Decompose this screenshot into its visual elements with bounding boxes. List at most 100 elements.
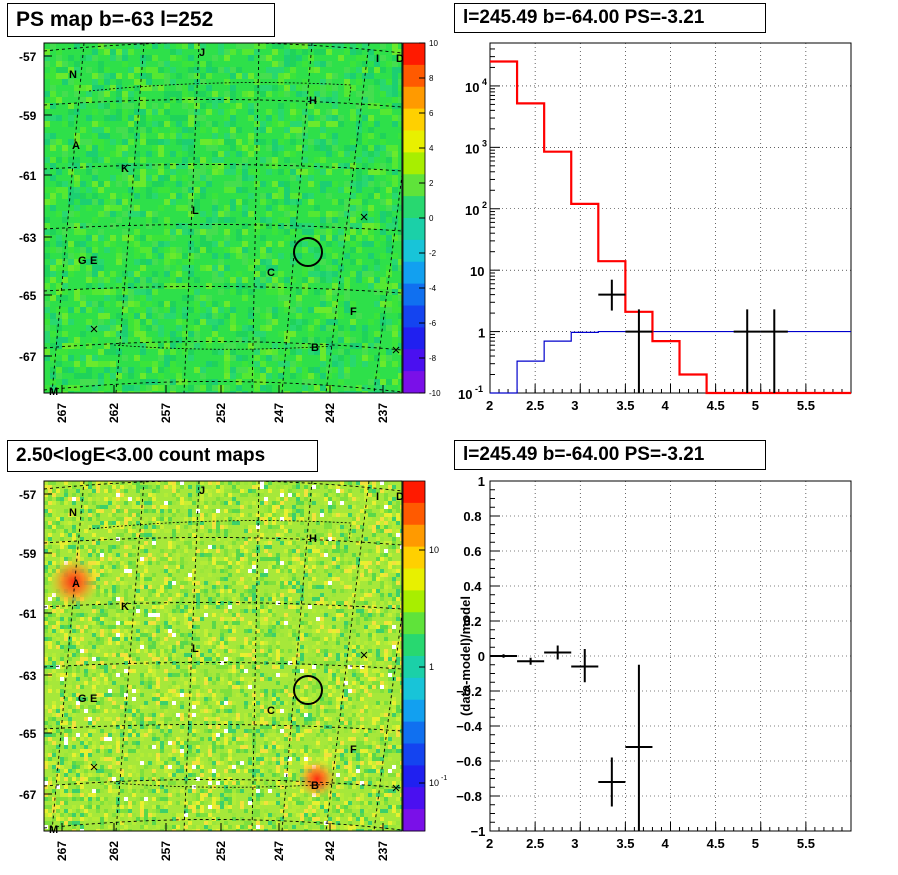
colorbar-tick-label: -4: [429, 284, 437, 293]
colorbar-band: [403, 656, 425, 679]
region-label-l: L: [192, 643, 199, 655]
residual-title: l=245.49 b=-64.00 PS=-3.21: [454, 440, 766, 470]
source-circle: [293, 675, 323, 705]
colorbar-tick-label: -6: [429, 319, 437, 328]
region-label-i: I: [376, 53, 379, 65]
marker-x: [90, 325, 98, 333]
lon-tick-label: 262: [107, 841, 121, 861]
grid-longitude-line: [373, 171, 402, 393]
lat-tick-label: -57: [19, 50, 37, 64]
grid-longitude-line: [51, 43, 85, 393]
ct-map-noise: [44, 481, 402, 831]
ps-map-noise: [44, 43, 402, 393]
lon-tick-label: 262: [107, 403, 121, 423]
y-tick-label: −0.2: [456, 684, 482, 699]
region-label-g: G: [78, 255, 87, 267]
region-label-i: I: [376, 491, 379, 503]
x-tick-label: 3: [571, 398, 578, 413]
region-label-d: D: [396, 53, 404, 65]
x-tick-label: 2: [486, 836, 493, 851]
y-tick-label: 10: [465, 141, 479, 156]
colorbar-band: [403, 634, 425, 657]
lon-tick-label: 237: [376, 841, 390, 861]
colorbar-band: [403, 743, 425, 766]
hotspot-b: [297, 759, 337, 799]
grid-longitude-line: [281, 43, 313, 393]
colorbar-band: [403, 524, 425, 548]
colorbar-tick-label: 6: [429, 109, 434, 118]
y-tick-label: 0.2: [463, 614, 481, 629]
grid-longitude-line: [115, 43, 145, 393]
lat-tick-label: -59: [19, 109, 37, 123]
ct-map-frame: [43, 480, 403, 832]
colorbar-tick-label: 10: [429, 39, 438, 48]
colorbar-band: [403, 261, 425, 285]
y-tick-exponent: 4: [482, 77, 487, 87]
colorbar-band: [403, 174, 425, 197]
colorbar-tick-label: -2: [429, 249, 437, 258]
colorbar-exponent: -1: [441, 775, 447, 782]
ct-map-noise: [44, 481, 402, 831]
x-tick-label: 5: [752, 398, 759, 413]
grid-longitude-line: [251, 481, 260, 831]
colorbar-band: [403, 481, 425, 504]
region-label-j: J: [199, 485, 205, 497]
region-outline: [113, 782, 335, 788]
region-label-h: H: [309, 533, 317, 545]
colorbar-frame: [402, 480, 426, 832]
colorbar-tick-label: -8: [429, 354, 437, 363]
colorbar-band: [403, 546, 425, 569]
lon-tick-label: 247: [272, 841, 286, 861]
region-label-k: K: [121, 163, 129, 175]
region-outline: [88, 520, 352, 542]
x-tick-label: 2: [486, 398, 493, 413]
lon-tick-label: 252: [214, 841, 228, 861]
ps-map-noise: [44, 43, 402, 393]
colorbar-band: [403, 787, 425, 810]
lat-tick-label: -65: [19, 727, 37, 741]
ps-map-noise: [44, 43, 402, 393]
ct-map-pixels: [44, 481, 402, 831]
y-tick-exponent: 2: [482, 200, 487, 210]
ps-map-frame: [43, 42, 403, 394]
region-label-c: C: [267, 267, 275, 279]
lon-tick-label: 237: [376, 403, 390, 423]
lon-tick-label: 252: [214, 403, 228, 423]
x-tick-label: 4.5: [707, 398, 725, 413]
y-tick-label: 1: [478, 474, 485, 489]
region-label-n: N: [69, 507, 77, 519]
x-tick-label: 5: [752, 836, 759, 851]
region-label-h: H: [309, 95, 317, 107]
y-tick-label: 0: [478, 649, 485, 664]
region-label-m: M: [49, 386, 58, 398]
y-tick-label: 0.4: [463, 579, 482, 594]
region-label-j: J: [199, 47, 205, 59]
residual-plot: 2 2.5 3 3.5 4 4.5 5 5.5 1 0.8 0.6 0.4 0.2 0 −0.2 −0.4 −0…: [456, 474, 852, 851]
region-label-e: E: [90, 255, 97, 267]
x-tick-label: 4.5: [707, 836, 725, 851]
y-tick-label: 0.6: [463, 544, 481, 559]
colorbar-tick-label: 1: [429, 662, 434, 672]
region-label-b: B: [311, 780, 319, 792]
y-tick-label: −0.4: [456, 719, 482, 734]
colorbar-band: [403, 371, 425, 394]
colorbar-tick-label: 0: [429, 214, 434, 223]
lat-tick-label: -57: [19, 488, 37, 502]
colorbar-band: [403, 809, 425, 832]
lon-tick-label: 242: [323, 403, 337, 423]
colorbar-band: [403, 699, 425, 723]
source-circle: [293, 237, 323, 267]
region-label-l: L: [192, 205, 199, 217]
colorbar-band: [403, 327, 425, 350]
lat-tick-label: -59: [19, 547, 37, 561]
marker-x: [90, 763, 98, 771]
colorbar-band: [403, 283, 425, 306]
spectrum-title: l=245.49 b=-64.00 PS=-3.21: [454, 3, 766, 33]
y-tick-label: 10: [470, 264, 484, 279]
colorbar-tick-label: 2: [429, 179, 434, 188]
ct-map-noise: [44, 481, 402, 831]
count-map-title: 2.50<logE<3.00 count maps: [7, 440, 318, 472]
colorbar-tick-label: 8: [429, 74, 434, 83]
colorbar-band: [403, 130, 425, 153]
